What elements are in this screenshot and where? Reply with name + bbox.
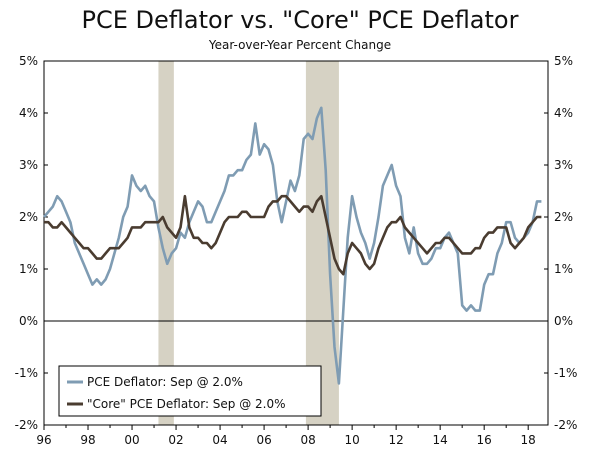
y-tick-label-left: 4%: [19, 106, 38, 120]
y-tick-label-left: 0%: [19, 314, 38, 328]
chart-title: PCE Deflator vs. "Core" PCE Deflator: [81, 6, 519, 34]
x-tick-label: 12: [388, 433, 403, 447]
y-tick-label-right: -1%: [554, 366, 577, 380]
x-tick-label: 04: [212, 433, 227, 447]
plot-frame: [43, 60, 549, 426]
x-tick-label: 06: [256, 433, 271, 447]
y-tick-label-left: -2%: [15, 418, 38, 432]
legend-label-2: "Core" PCE Deflator: Sep @ 2.0%: [87, 397, 286, 411]
series-line-pce-deflator: [43, 106, 542, 385]
y-tick-label-left: 2%: [19, 210, 38, 224]
y-tick-label-right: 3%: [554, 158, 573, 172]
y-tick-label-right: 4%: [554, 106, 573, 120]
y-tick-label-left: 1%: [19, 262, 38, 276]
recession-band-1: [158, 61, 174, 425]
x-tick-label: 98: [80, 433, 95, 447]
legend-box: [58, 365, 322, 417]
y-tick-label-left: 3%: [19, 158, 38, 172]
x-tick-label: 18: [521, 433, 536, 447]
y-tick-label-right: 0%: [554, 314, 573, 328]
x-tick-label: 08: [300, 433, 315, 447]
x-tick-label: 02: [168, 433, 183, 447]
x-tick-label: 14: [433, 433, 448, 447]
y-tick-label-right: -2%: [554, 418, 577, 432]
x-tick-label: 16: [477, 433, 492, 447]
y-tick-label-left: 5%: [19, 54, 38, 68]
chart-subtitle: Year-over-Year Percent Change: [208, 38, 392, 52]
y-tick-label-right: 5%: [554, 54, 573, 68]
legend-label-1: PCE Deflator: Sep @ 2.0%: [87, 375, 243, 389]
y-tick-label-right: 1%: [554, 262, 573, 276]
x-tick-label: 10: [344, 433, 359, 447]
y-tick-label-right: 2%: [554, 210, 573, 224]
series-line-core-pce-deflator: [44, 194, 542, 276]
x-tick-label: 96: [36, 433, 51, 447]
x-tick-label: 00: [124, 433, 139, 447]
y-tick-label-left: -1%: [15, 366, 38, 380]
